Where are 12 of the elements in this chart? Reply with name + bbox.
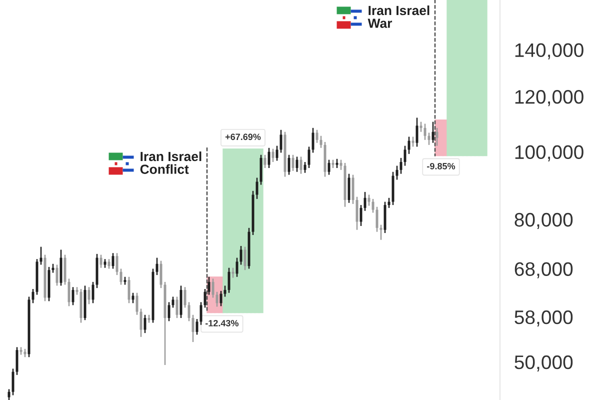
annotation: Iran Israel War: [368, 5, 430, 28]
y-tick-label: 80,000: [514, 212, 573, 229]
y-tick-label: 100,000: [515, 145, 584, 162]
annotation: -12.43%: [205, 320, 239, 326]
y-tick-label: 140,000: [515, 43, 584, 60]
y-tick-label: 58,000: [514, 310, 573, 326]
annotation: Iran Israel Conflict: [140, 151, 202, 174]
y-tick-label: 68,000: [514, 262, 573, 278]
annotation: -9.85%: [427, 162, 456, 170]
y-tick-label: 50,000: [514, 355, 573, 372]
annotation: +67.69%: [225, 134, 261, 140]
y-tick-label: 120,000: [515, 90, 584, 106]
